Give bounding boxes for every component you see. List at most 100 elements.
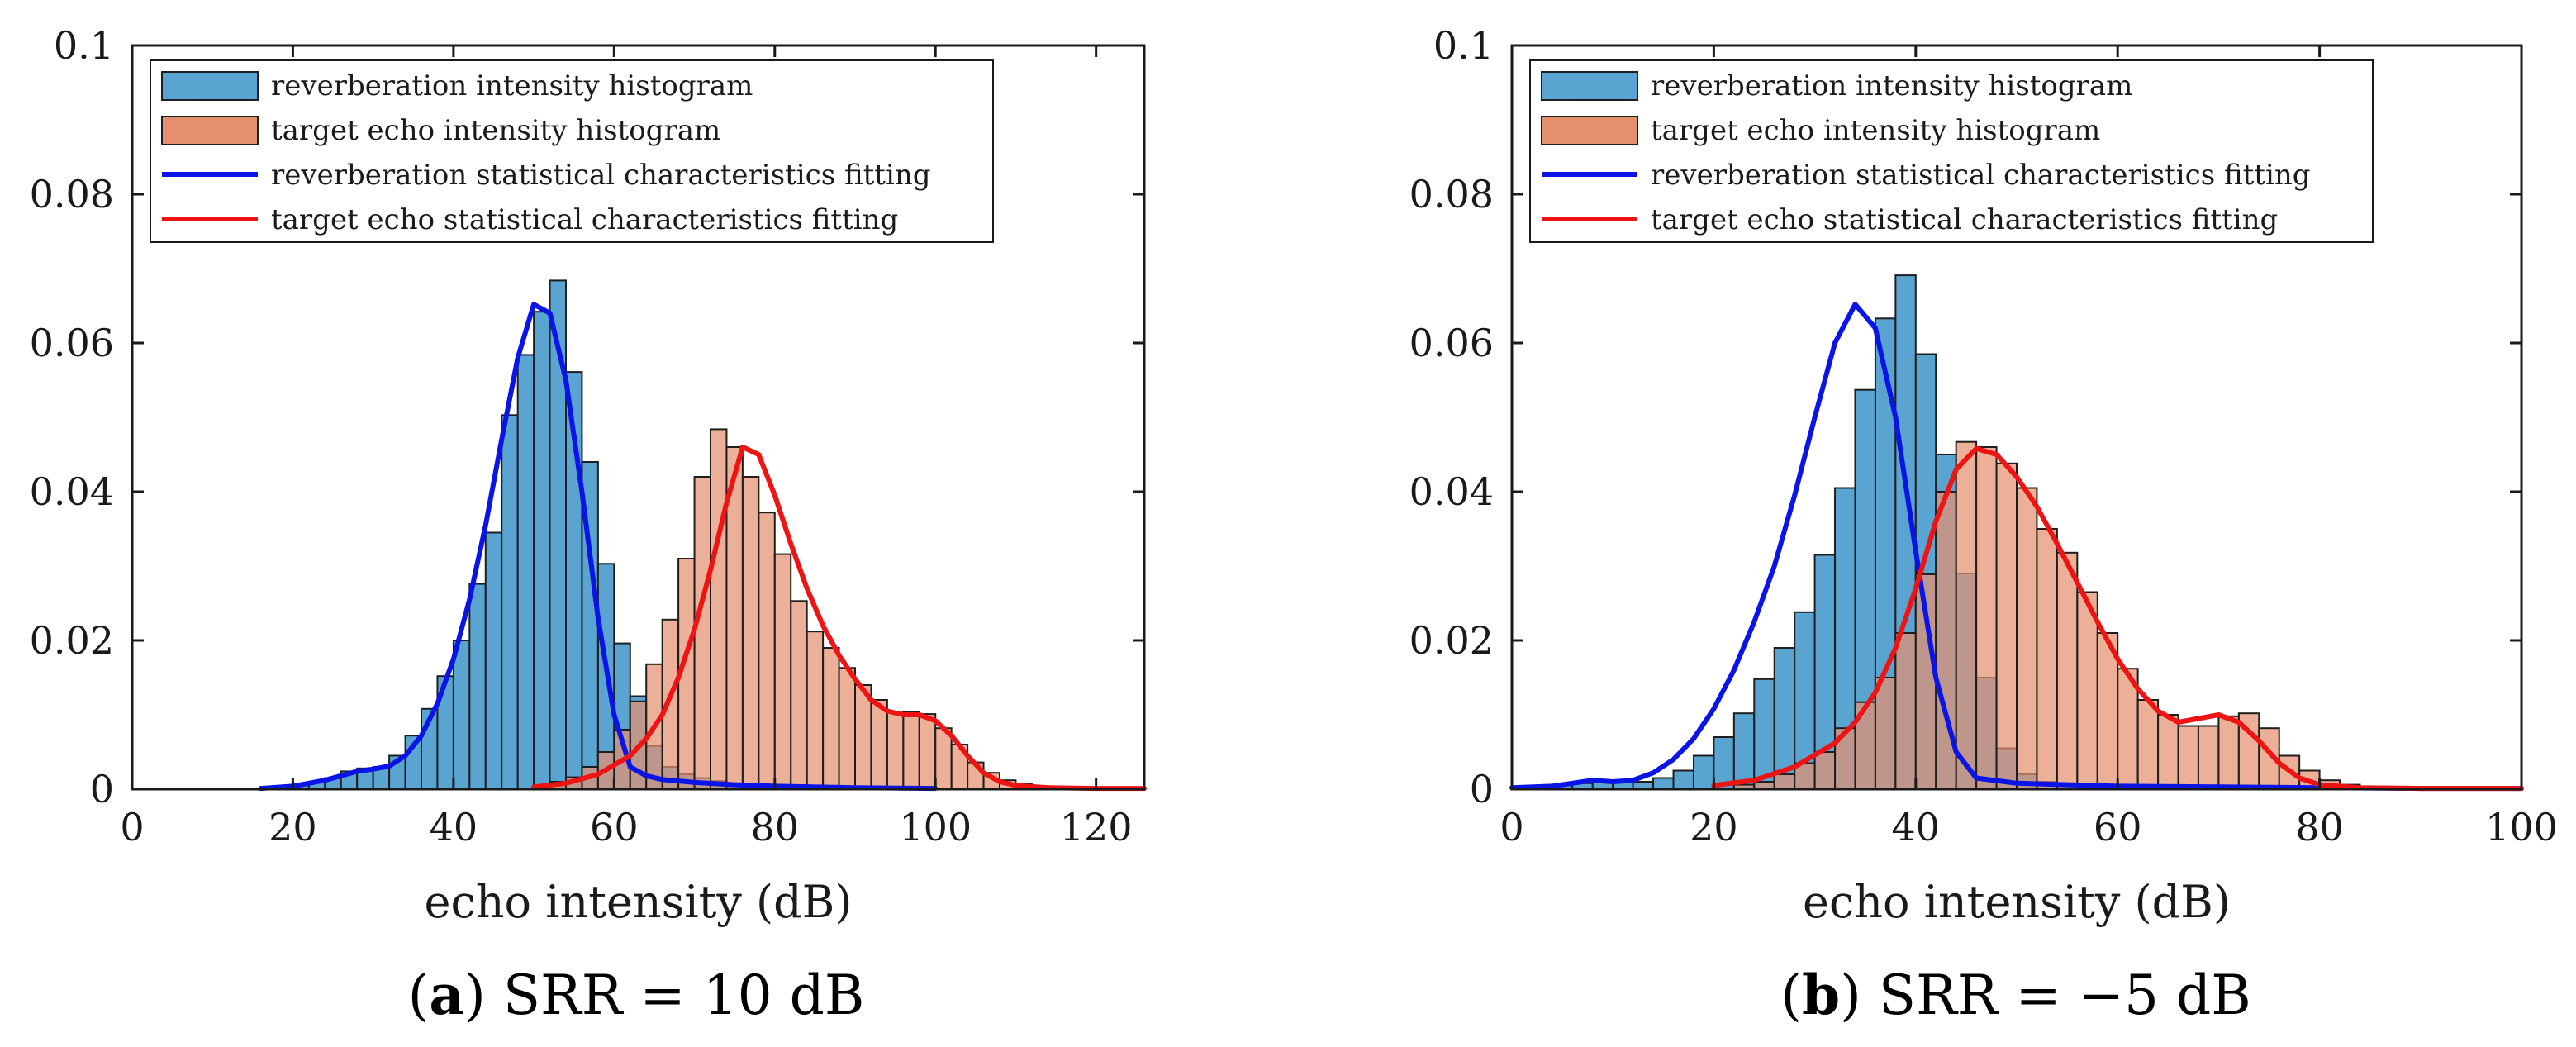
y-tick-label: 0.04 — [30, 469, 114, 514]
x-tick-label: 40 — [1892, 805, 1941, 849]
histogram-bar — [2016, 487, 2038, 790]
y-tick-label: 0.08 — [30, 172, 114, 217]
x-tick-label: 80 — [2295, 805, 2344, 849]
histogram-bar — [1713, 736, 1735, 790]
histogram-bar — [758, 512, 776, 790]
histogram-bar — [516, 354, 535, 790]
fit-curve-line — [1711, 445, 2524, 792]
legend-label: target echo statistical characteristics … — [271, 203, 898, 236]
plot-area — [1509, 274, 2524, 792]
histogram-bar — [2036, 528, 2058, 790]
histogram-bar — [533, 311, 551, 790]
y-tick-label: 0.06 — [30, 321, 114, 365]
histogram-bar — [484, 531, 503, 790]
legend-label: reverberation statistical characteristic… — [1651, 159, 2311, 192]
caption-b: (b) SRR = −5 dB — [1780, 963, 2251, 1027]
histogram-bar — [2197, 725, 2220, 790]
legend-label: target echo statistical characteristics … — [1651, 203, 2278, 236]
x-tick-label: 0 — [120, 805, 144, 849]
histogram-bar — [902, 711, 920, 791]
axes-frame — [131, 44, 1146, 791]
legend: reverberation intensity histogram target … — [150, 59, 994, 243]
x-tick-label: 60 — [590, 805, 639, 849]
histogram-bar — [838, 667, 856, 790]
histogram-bar — [822, 647, 840, 790]
histogram-bar — [2177, 725, 2199, 790]
y-tick-label: 0.06 — [1409, 321, 1494, 365]
axes-frame — [1510, 44, 2523, 791]
histogram-bar — [2117, 668, 2139, 791]
histogram-bar — [1975, 446, 1998, 790]
x-tick-label: 80 — [751, 805, 800, 849]
histogram-bar — [2076, 591, 2098, 790]
histogram-bar — [870, 699, 888, 790]
legend-label: reverberation intensity histogram — [1651, 69, 2132, 102]
histogram-bar — [1773, 773, 1796, 790]
histogram-bar — [1753, 678, 1775, 790]
y-tick-label: 0.04 — [1409, 469, 1494, 514]
x-axis-label: echo intensity (dB) — [425, 876, 853, 928]
y-tick-label: 0 — [90, 767, 114, 811]
histogram-bar — [1995, 462, 2018, 790]
histogram-bar — [934, 727, 953, 791]
histogram-bar — [918, 713, 937, 790]
histogram-bar — [693, 476, 711, 790]
y-tick-label: 0 — [1470, 767, 1494, 811]
caption-b-letter: b — [1801, 963, 1841, 1027]
histogram-bar — [886, 711, 905, 790]
plot-area — [258, 279, 1147, 792]
legend-box — [1529, 59, 2374, 243]
y-tick-label: 0.1 — [54, 23, 114, 68]
histogram-bar — [1955, 440, 1978, 790]
x-tick-label: 100 — [899, 805, 972, 849]
histogram-bar — [2157, 714, 2179, 790]
caption-a-letter: a — [429, 963, 465, 1027]
histogram-bar — [2217, 715, 2240, 790]
legend-label: reverberation statistical characteristic… — [271, 159, 931, 192]
chart-panel-a: 0 20 40 60 80 100 120 0 0.02 0.04 0.06 0.08 0.1 echo … — [30, 23, 1147, 928]
legend-label: target echo intensity histogram — [271, 114, 720, 147]
histogram-bar — [1672, 769, 1694, 790]
legend: reverberation intensity histogram target … — [1529, 59, 2374, 243]
y-tick-label: 0.02 — [1409, 618, 1494, 663]
caption-a: (a) SRR = 10 dB — [407, 963, 865, 1027]
legend-box — [150, 59, 994, 243]
legend-swatch — [1541, 116, 1638, 145]
y-tick-label: 0.1 — [1433, 23, 1494, 68]
legend-label: reverberation intensity histogram — [271, 69, 753, 102]
x-tick-label: 40 — [430, 805, 478, 849]
histogram-bar — [468, 583, 487, 790]
caption-a-text: SRR = 10 dB — [502, 964, 865, 1027]
legend-label: target echo intensity histogram — [1651, 114, 2100, 147]
histogram-bar — [2136, 699, 2160, 790]
histogram-bar — [452, 640, 471, 790]
legend-swatch — [161, 71, 259, 101]
legend-swatch — [161, 116, 259, 145]
x-tick-label: 60 — [2094, 805, 2142, 849]
histogram-bar — [1894, 632, 1917, 790]
histogram-bar — [710, 428, 728, 791]
caption-b-text: SRR = −5 dB — [1878, 964, 2251, 1027]
legend-swatch — [1541, 71, 1638, 101]
x-tick-label: 0 — [1499, 805, 1523, 849]
histogram-bar — [1732, 712, 1756, 791]
fit-curve-line — [1509, 302, 2524, 792]
fit-curve-line — [258, 302, 939, 792]
x-tick-label: 20 — [1690, 805, 1738, 849]
histogram-bar — [1874, 677, 1897, 790]
histogram-bar — [1813, 751, 1837, 790]
x-tick-label: 120 — [1060, 805, 1133, 849]
histogram-bar — [1692, 754, 1715, 790]
histogram-bar — [501, 414, 519, 790]
y-tick-label: 0.08 — [1409, 172, 1494, 217]
histogram-bar — [741, 476, 760, 790]
chart-panel-b: 0 20 40 60 80 100 0 0.02 0.04 0.06 0.08 0.1 echo int… — [1409, 23, 2558, 928]
histogram-bar — [806, 631, 825, 791]
histogram-bar — [773, 553, 792, 790]
histogram-bar — [790, 600, 808, 790]
fit-curve-line — [531, 445, 1147, 792]
histogram-bar — [1652, 777, 1675, 790]
x-tick-label: 20 — [269, 805, 317, 849]
histogram-series — [259, 279, 920, 791]
